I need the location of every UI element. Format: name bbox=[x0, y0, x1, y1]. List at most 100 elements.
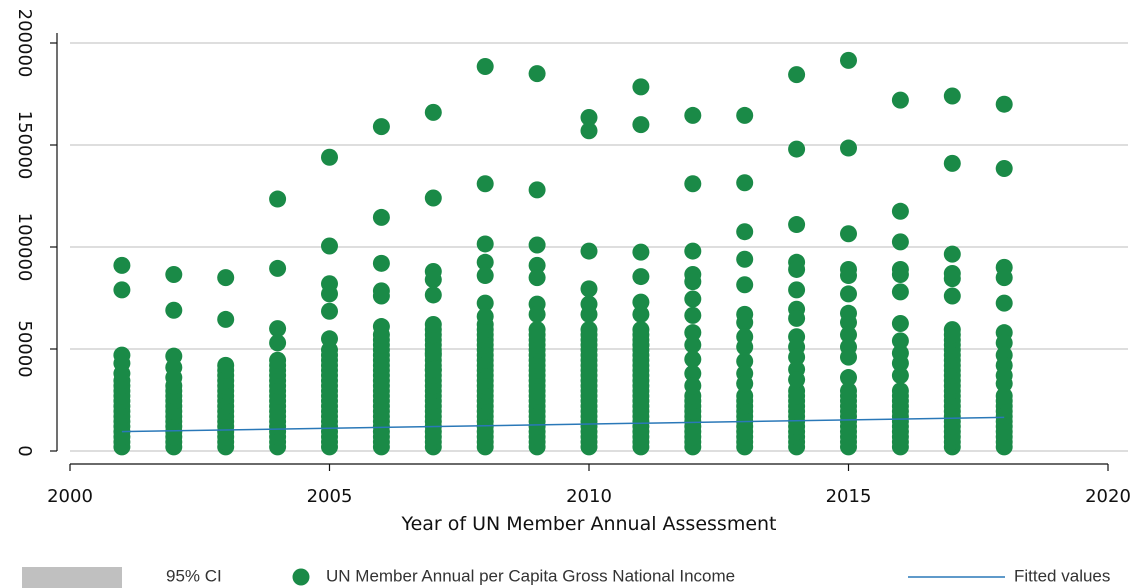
data-point bbox=[321, 285, 338, 303]
data-point bbox=[528, 65, 546, 83]
data-point bbox=[632, 293, 650, 311]
data-point bbox=[528, 181, 546, 199]
data-point bbox=[840, 382, 857, 400]
data-point bbox=[736, 106, 754, 124]
data-point bbox=[891, 202, 909, 220]
data-point bbox=[424, 271, 442, 289]
y-tick-label: 50000 bbox=[14, 320, 35, 377]
x-tick-label: 2010 bbox=[566, 486, 612, 507]
data-point bbox=[632, 78, 650, 96]
data-point bbox=[269, 351, 287, 369]
data-point bbox=[476, 57, 494, 75]
legend-ci-swatch bbox=[22, 567, 122, 588]
data-point bbox=[476, 294, 494, 312]
data-point bbox=[943, 154, 961, 172]
data-point bbox=[891, 266, 909, 284]
data-point bbox=[891, 367, 909, 385]
legend-fit-label: Fitted values bbox=[1014, 566, 1110, 585]
data-point bbox=[269, 190, 287, 208]
y-tick-label: 150000 bbox=[14, 111, 35, 180]
data-point bbox=[113, 281, 131, 299]
data-point bbox=[736, 223, 754, 241]
data-point bbox=[372, 287, 390, 305]
data-point bbox=[891, 382, 909, 400]
data-point bbox=[269, 320, 287, 338]
data-point bbox=[528, 305, 546, 323]
data-point bbox=[684, 336, 702, 354]
fitted-line-group bbox=[121, 416, 1005, 433]
legend-ci-label: 95% CI bbox=[166, 566, 222, 585]
data-point bbox=[165, 369, 183, 387]
data-point bbox=[736, 313, 754, 331]
data-point bbox=[891, 283, 909, 301]
data-point bbox=[995, 334, 1013, 352]
data-point bbox=[840, 326, 857, 344]
data-point bbox=[684, 290, 702, 308]
data-point bbox=[476, 253, 494, 271]
data-point bbox=[528, 269, 546, 287]
data-point bbox=[684, 306, 702, 324]
data-point bbox=[891, 233, 909, 251]
data-point bbox=[788, 281, 806, 299]
data-point bbox=[424, 286, 442, 304]
data-point bbox=[528, 236, 546, 254]
legend: 95% CI UN Member Annual per Capita Gross … bbox=[22, 566, 1110, 588]
data-point bbox=[736, 276, 754, 294]
y-axis-ticks: 0 50000 100000 150000 200000 bbox=[14, 9, 57, 457]
data-point bbox=[269, 334, 287, 352]
data-point bbox=[632, 243, 650, 261]
data-point bbox=[632, 336, 650, 354]
scatter-points bbox=[113, 51, 1013, 456]
data-point bbox=[995, 375, 1013, 393]
data-point bbox=[840, 369, 857, 387]
data-point bbox=[476, 267, 494, 285]
data-point bbox=[372, 118, 390, 136]
data-point bbox=[321, 237, 338, 255]
data-point bbox=[995, 95, 1013, 113]
data-point bbox=[736, 174, 754, 192]
data-point bbox=[788, 309, 806, 327]
data-point bbox=[528, 321, 546, 339]
legend-point-label: UN Member Annual per Capita Gross Nation… bbox=[326, 566, 735, 585]
x-axis-ticks: 2000 2005 2010 2015 2020 bbox=[47, 464, 1131, 507]
data-point bbox=[995, 387, 1013, 405]
data-point bbox=[424, 344, 442, 362]
data-point bbox=[684, 350, 702, 368]
x-tick-label: 2015 bbox=[826, 486, 872, 507]
data-point bbox=[840, 313, 857, 331]
data-point bbox=[788, 260, 806, 278]
data-point bbox=[891, 315, 909, 332]
data-point bbox=[684, 324, 702, 342]
data-point bbox=[528, 256, 546, 274]
data-point bbox=[840, 139, 857, 157]
data-point bbox=[943, 321, 961, 339]
data-point bbox=[321, 148, 338, 166]
data-point bbox=[684, 242, 702, 260]
data-point bbox=[684, 364, 702, 382]
data-point bbox=[788, 66, 806, 84]
y-tick-label: 100000 bbox=[14, 213, 35, 282]
data-point bbox=[217, 310, 235, 328]
data-point bbox=[943, 270, 961, 288]
data-point bbox=[165, 301, 183, 319]
data-point bbox=[269, 259, 287, 277]
data-point bbox=[372, 318, 390, 336]
x-tick-label: 2020 bbox=[1085, 486, 1131, 507]
data-point bbox=[113, 364, 131, 382]
data-point bbox=[580, 108, 598, 126]
data-point bbox=[788, 216, 806, 234]
data-point bbox=[736, 250, 754, 268]
data-point bbox=[840, 267, 857, 285]
data-point bbox=[995, 269, 1013, 287]
data-point bbox=[995, 294, 1013, 312]
legend-point-swatch bbox=[292, 568, 310, 586]
data-point bbox=[372, 254, 390, 272]
data-point bbox=[217, 356, 235, 374]
data-point bbox=[840, 51, 857, 69]
fitted-line bbox=[121, 416, 1005, 433]
x-tick-label: 2000 bbox=[47, 486, 93, 507]
data-point bbox=[632, 321, 650, 339]
data-point bbox=[476, 175, 494, 193]
data-point bbox=[580, 321, 598, 339]
data-point bbox=[113, 256, 131, 274]
